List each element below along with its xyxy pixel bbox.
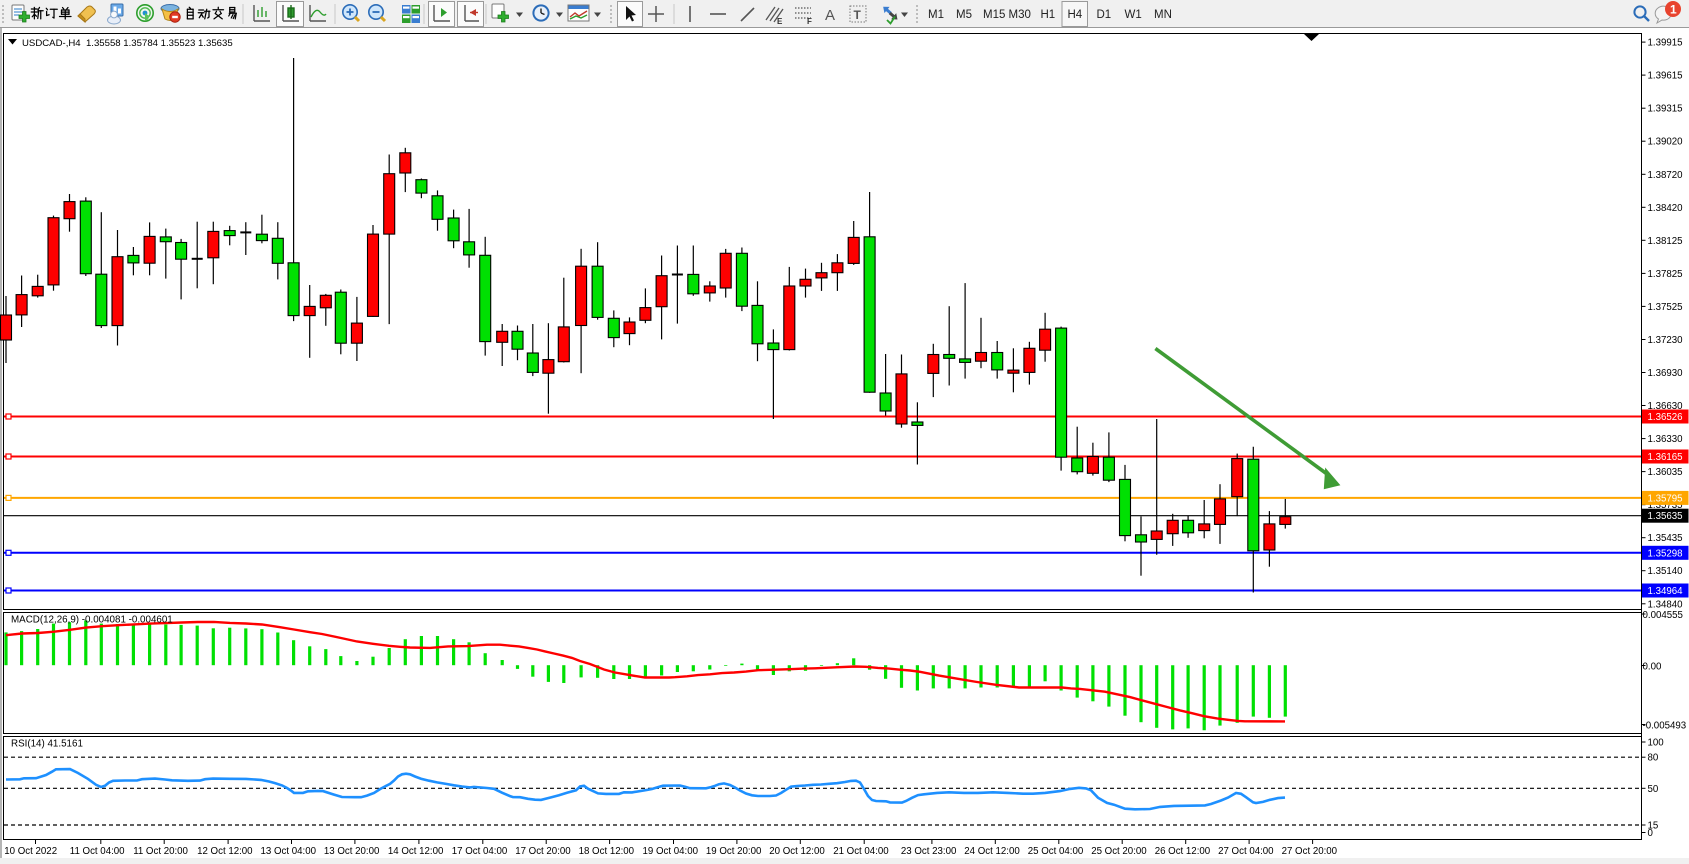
svg-text:MACD(12,26,9) -0.004081 -0.004: MACD(12,26,9) -0.004081 -0.004601: [11, 615, 173, 626]
svg-text:1.36526: 1.36526: [1648, 412, 1683, 423]
svg-text:F: F: [807, 17, 812, 26]
svg-text:25 Oct 04:00: 25 Oct 04:00: [1028, 846, 1084, 857]
svg-text:1.38125: 1.38125: [1648, 236, 1683, 247]
svg-text:1.37825: 1.37825: [1648, 269, 1683, 280]
svg-text:27 Oct 04:00: 27 Oct 04:00: [1218, 846, 1274, 857]
svg-text:1.36035: 1.36035: [1648, 467, 1683, 478]
svg-text:20 Oct 12:00: 20 Oct 12:00: [769, 846, 825, 857]
svg-text:M15: M15: [983, 9, 1005, 21]
svg-text:50: 50: [1648, 784, 1659, 795]
svg-text:1.34964: 1.34964: [1648, 586, 1684, 597]
svg-text:1.35795: 1.35795: [1648, 493, 1683, 504]
svg-text:E: E: [777, 17, 783, 26]
svg-text:1.37230: 1.37230: [1648, 335, 1684, 346]
svg-text:H1: H1: [1041, 9, 1056, 21]
svg-text:0: 0: [1648, 828, 1654, 839]
svg-text:D1: D1: [1097, 9, 1112, 21]
svg-text:MN: MN: [1154, 9, 1172, 21]
svg-text:1.39915: 1.39915: [1648, 38, 1683, 49]
svg-text:1.35635: 1.35635: [1648, 511, 1683, 522]
svg-text:1.38720: 1.38720: [1648, 170, 1684, 181]
svg-text:23 Oct 23:00: 23 Oct 23:00: [901, 846, 957, 857]
svg-text:1.39020: 1.39020: [1648, 137, 1684, 148]
svg-text:0.004555: 0.004555: [1643, 610, 1683, 621]
svg-text:1.39315: 1.39315: [1648, 104, 1683, 115]
svg-text:13 Oct 04:00: 13 Oct 04:00: [261, 846, 317, 857]
svg-text:0.00: 0.00: [1643, 661, 1662, 672]
svg-text:1.37525: 1.37525: [1648, 302, 1683, 313]
svg-text:80: 80: [1648, 753, 1659, 764]
svg-text:24 Oct 12:00: 24 Oct 12:00: [964, 846, 1020, 857]
svg-text:1.35140: 1.35140: [1648, 566, 1684, 577]
svg-text:14 Oct 12:00: 14 Oct 12:00: [388, 846, 444, 857]
svg-text:M30: M30: [1009, 9, 1031, 21]
svg-text:11 Oct 04:00: 11 Oct 04:00: [70, 846, 125, 857]
svg-text:1.38420: 1.38420: [1648, 203, 1684, 214]
svg-text:100: 100: [1648, 738, 1665, 749]
svg-text:1.36165: 1.36165: [1648, 452, 1683, 463]
svg-text:17 Oct 20:00: 17 Oct 20:00: [515, 846, 571, 857]
svg-text:1.36630: 1.36630: [1648, 401, 1684, 412]
svg-text:H4: H4: [1068, 9, 1083, 21]
svg-text:21 Oct 04:00: 21 Oct 04:00: [833, 846, 889, 857]
svg-text:1.35435: 1.35435: [1648, 533, 1683, 544]
svg-text:1.35735: 1.35735: [1648, 500, 1683, 511]
svg-text:25 Oct 20:00: 25 Oct 20:00: [1091, 846, 1147, 857]
svg-text:1.36330: 1.36330: [1648, 434, 1684, 445]
svg-text:T: T: [854, 8, 862, 22]
svg-text:W1: W1: [1125, 9, 1142, 21]
svg-text:1.39615: 1.39615: [1648, 71, 1683, 82]
svg-text:19 Oct 20:00: 19 Oct 20:00: [706, 846, 762, 857]
svg-text:17 Oct 04:00: 17 Oct 04:00: [452, 846, 508, 857]
svg-text:1.36930: 1.36930: [1648, 368, 1684, 379]
svg-text:M5: M5: [956, 9, 972, 21]
svg-text:M1: M1: [928, 9, 944, 21]
svg-text:19 Oct 04:00: 19 Oct 04:00: [643, 846, 699, 857]
svg-text:1.35298: 1.35298: [1648, 548, 1683, 559]
svg-text:11 Oct 20:00: 11 Oct 20:00: [133, 846, 188, 857]
svg-text:USDCAD-,H4 1.35558 1.35784 1.: USDCAD-,H4 1.35558 1.35784 1.35523 1.356…: [22, 38, 233, 49]
svg-text:RSI(14) 41.5161: RSI(14) 41.5161: [11, 739, 83, 750]
svg-text:12 Oct 12:00: 12 Oct 12:00: [197, 846, 253, 857]
svg-text:-0.005493: -0.005493: [1643, 720, 1687, 731]
svg-text:1: 1: [1670, 3, 1677, 17]
svg-text:26 Oct 12:00: 26 Oct 12:00: [1155, 846, 1211, 857]
svg-text:10 Oct 2022: 10 Oct 2022: [4, 846, 57, 857]
svg-text:13 Oct 20:00: 13 Oct 20:00: [324, 846, 380, 857]
svg-text:27 Oct 20:00: 27 Oct 20:00: [1282, 846, 1338, 857]
svg-text:A: A: [825, 7, 835, 24]
svg-text:1.34840: 1.34840: [1648, 599, 1684, 610]
svg-text:15: 15: [1648, 821, 1659, 832]
svg-text:18 Oct 12:00: 18 Oct 12:00: [579, 846, 635, 857]
